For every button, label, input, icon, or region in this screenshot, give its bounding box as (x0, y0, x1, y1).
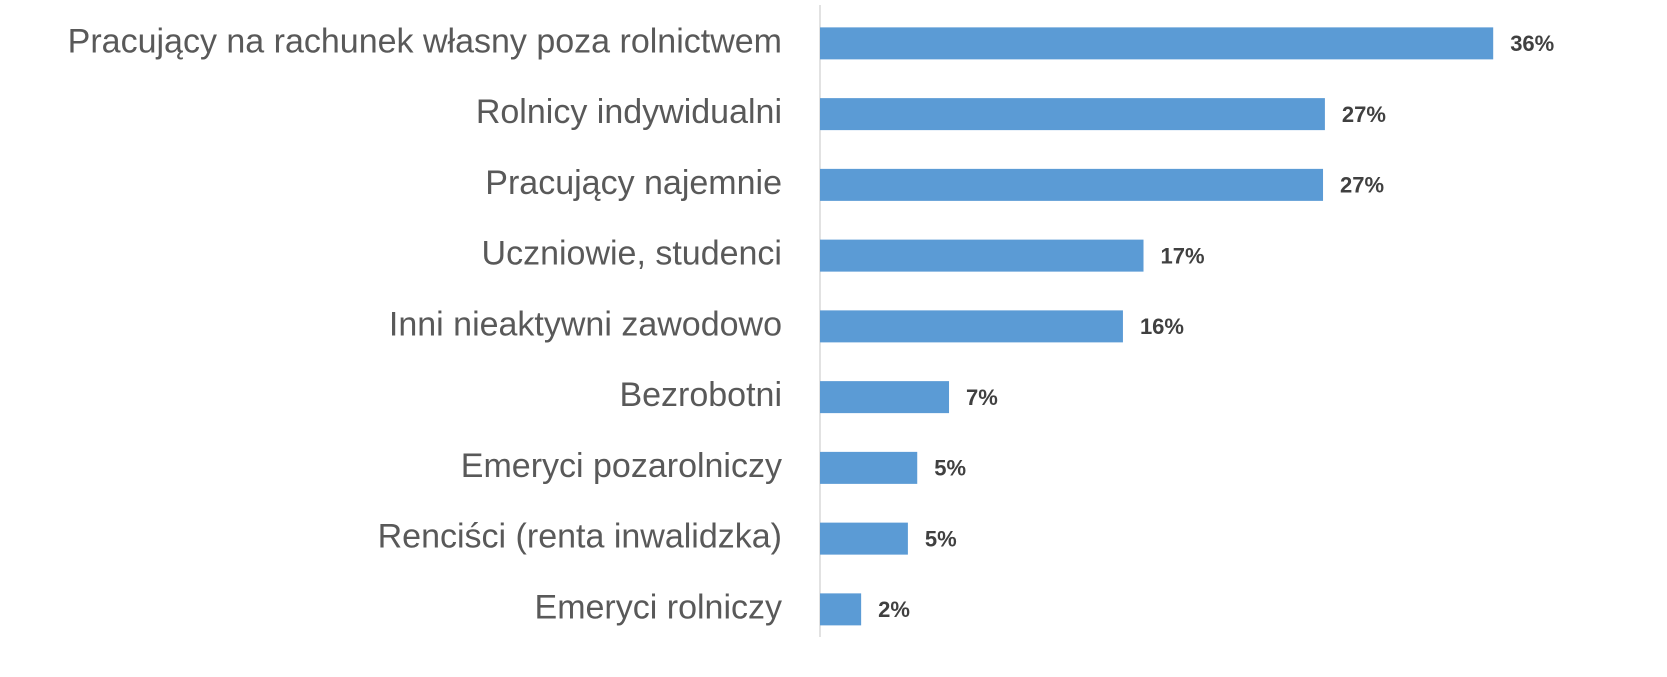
bar (820, 522, 908, 555)
data-label: 2% (878, 597, 910, 622)
category-label: Pracujący na rachunek własny poza rolnic… (68, 22, 782, 60)
data-label: 36% (1510, 31, 1554, 56)
data-label: 27% (1340, 173, 1384, 198)
data-label: 5% (934, 456, 966, 481)
category-label: Pracujący najemnie (485, 164, 782, 202)
category-label: Rolnicy indywidualni (476, 93, 782, 131)
data-label: 16% (1140, 314, 1184, 339)
category-label: Renciści (renta inwalidzka) (378, 518, 782, 556)
bar (820, 381, 950, 414)
bar (820, 98, 1325, 131)
data-label: 5% (925, 526, 957, 551)
category-label: Bezrobotni (619, 376, 782, 414)
data-label: 27% (1342, 102, 1386, 127)
category-label: Inni nieaktywni zawodowo (389, 305, 782, 343)
category-label: Emeryci pozarolniczy (461, 447, 782, 485)
bar (820, 451, 918, 484)
data-label: 17% (1161, 243, 1205, 268)
bar (820, 593, 862, 626)
category-label: Emeryci rolniczy (535, 588, 782, 626)
bar (820, 310, 1123, 343)
category-label: Uczniowie, studenci (482, 235, 782, 273)
bar (820, 27, 1494, 60)
data-label: 7% (966, 385, 998, 410)
bar (820, 239, 1144, 272)
bar (820, 168, 1324, 201)
